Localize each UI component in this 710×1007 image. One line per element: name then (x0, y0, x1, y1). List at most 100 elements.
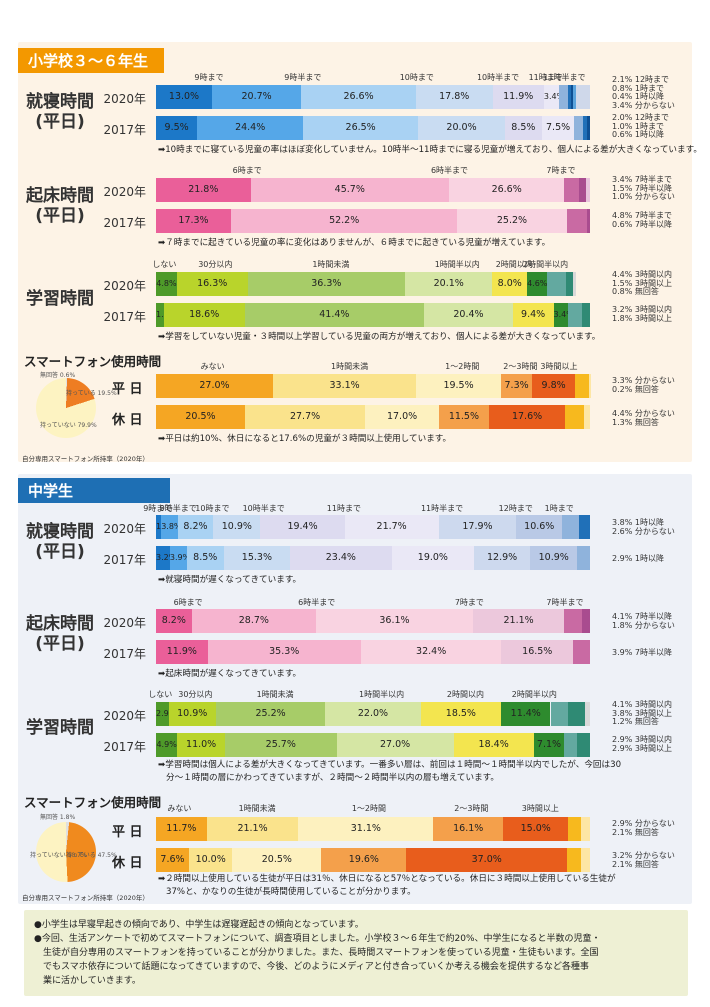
jh-phone-weekday-bar-extra-0 (568, 817, 581, 841)
elem-phone-holiday-bar-seg-4: 17.6% (488, 405, 566, 429)
jh-study-note-1: 分～１時間の層にかわってきていますが、２時間～２時間半以内の層も増えています。 (166, 773, 500, 783)
jh-study-2020-note-0: 4.1% 3時間以内 (612, 700, 672, 709)
elem-study-tick-0: しない (152, 260, 177, 269)
jh-phone-tick-3: 2～3時間 (454, 804, 489, 813)
jh-bed-tick-5: 11時半まで (420, 504, 464, 513)
jh-bed-2020-bar-seg-4: 19.4% (260, 515, 345, 539)
elem-study-2017-bar-seg-3: 20.4% (424, 303, 513, 327)
jh-bed-2017-bar-seg-5: 19.0% (391, 546, 475, 570)
jh-phone-weekday-note-0: 2.9% 分からない (612, 819, 675, 828)
jh-bed-2020-bar-seg-5: 21.7% (344, 515, 439, 539)
jh-wake-tick-0: 6時まで (173, 598, 203, 607)
elem-study-2020-bar-seg-0: 4.8% (156, 272, 177, 296)
jh-study-tick-1: 30分以内 (178, 690, 213, 699)
elem-bed-tick-1: 9時半まで (284, 73, 322, 82)
jh-study-2020-note-1: 3.8% 3時間以上 (612, 708, 672, 718)
jh-bed-2020-bar-seg-1: 3.8% (161, 515, 182, 539)
jh-study-2017-bar-seg-5: 7.1% (533, 733, 565, 757)
elem-phone-weekday-bar: 27.0% 33.1% 19.5% 7.3% 9.8% (156, 374, 676, 398)
elem-study-2020-bar-seg-1: 16.3% (176, 272, 248, 296)
jh-study-tick-5: 2時間半以内 (511, 690, 557, 699)
elem-bed-2020-bar-extra-3 (573, 85, 576, 109)
elem-study-2017-bar-seg-0: 1.8% (156, 303, 176, 327)
jh-phone-weekday-bar-extra-1 (580, 817, 590, 841)
jh-bed-2017-year: 2017年 (103, 553, 146, 567)
jh-study-tick-2: 1時間未満 (256, 690, 294, 699)
elem-bed-tick-4: 11時まで (528, 73, 563, 82)
elem-phone-tick-2: 1～2時間 (445, 362, 480, 371)
conclusion-line-3: でもスマホ依存について話題になってきていますので、今後、どのようにメディアと付き… (34, 962, 589, 972)
elem-bed-2020-bar-extra-4 (575, 85, 591, 109)
jh-study-2017-bar-extra-1 (576, 733, 590, 757)
jh-study-2017-bar-extra-0 (564, 733, 577, 757)
elem-wake-2020-bar-seg-2: 26.6% (448, 178, 565, 202)
elem-study-2020-bar-seg-5: 4.6% (527, 272, 547, 296)
elem-phone-weekday-bar-seg-1: 33.1% (272, 374, 417, 398)
jh-phone-holiday-note-1: 2.1% 無回答 (612, 859, 659, 869)
jh-bed-2017-bar-extra-0 (577, 546, 590, 570)
elem-pie-label-2: 持っていない 79.9% (40, 422, 97, 429)
jh-study-2020-bar-extra-0 (550, 702, 569, 726)
jh-phone-weekday-bar: 11.7% 21.1% 31.1% 16.1% 15.0% (156, 817, 676, 841)
jh-phone-tick-0: みない (167, 804, 192, 813)
jh-pie-label-1: 持っている 47.5% (66, 852, 117, 859)
jh-wake-note: ➡起床時間が遅くなってきています。 (158, 669, 302, 679)
jh-wake-2020-bar-extra-0 (564, 609, 583, 633)
jh-study-note-0: ➡学習時間は個人による差が大きくなってきています。一番多い層は、前回は１時間～１… (158, 760, 622, 770)
elem-wake-2020-note-0: 3.4% 7時半まで (612, 175, 672, 184)
jh-phone-weekday-bar-seg-4: 15.0% (503, 817, 569, 841)
jh-wake-2017-year: 2017年 (103, 647, 146, 661)
conclusion-line-4: 業に活かしていきます。 (34, 976, 141, 986)
jh-phone-weekday-label: 平 日 (112, 825, 143, 840)
elem-phone-holiday-label: 休 日 (112, 413, 143, 428)
elem-bed-2017-bar-seg-0: 9.5% (156, 116, 198, 140)
jh-study-2020-bar-seg-4: 18.5% (420, 702, 502, 726)
elem-bed-2020-note-2: 0.4% 1時以降 (612, 92, 664, 101)
jh-study-2017-bar-seg-1: 11.0% (177, 733, 225, 757)
elem-bed-2020-bar-seg-0: 13.0% (156, 85, 213, 109)
jh-wake-2017-bar-seg-0: 11.9% (156, 640, 208, 664)
elem-pie-chart (36, 378, 96, 438)
elem-phone-holiday-bar-seg-3: 11.5% (438, 405, 489, 429)
elem-bed-2020-bar-seg-1: 20.7% (212, 85, 302, 109)
jh-wake-2017-bar-seg-2: 32.4% (360, 640, 502, 664)
jh-phone-title: スマートフォン使用時間 (24, 795, 162, 810)
jh-phone-holiday-bar-extra-1 (580, 848, 590, 872)
jh-bed-2017-bar: 3.2% 3.9% 8.5% 15.3% 23.4% 19.0% 12.9% 10.9% (156, 546, 676, 570)
elem-phone-weekday-bar-seg-4: 9.8% (532, 374, 575, 398)
elem-wake-2017-bar-seg-2: 25.2% (457, 209, 567, 233)
jh-study-2017-year: 2017年 (103, 740, 146, 754)
elem-phone-tick-3: 2～3時間 (503, 362, 538, 371)
elem-wake-2020-bar-extra-1 (579, 178, 586, 202)
jh-wake-2020-note-1: 1.8% 分からない (612, 620, 675, 630)
jh-wake-2020-bar-extra-1 (582, 609, 590, 633)
jh-bed-2017-bar-seg-4: 23.4% (290, 546, 392, 570)
elem-phone-weekday-note-1: 0.2% 無回答 (612, 384, 659, 394)
elem-pie-label-0: 無回答 0.6% (40, 372, 76, 379)
jh-bed-2017-bar-seg-2: 8.5% (186, 546, 224, 570)
elem-bed-2020-bar-extra-2 (571, 85, 574, 109)
elem-study-2017-bar-seg-1: 18.6% (163, 303, 245, 327)
jh-bed-2020-note-1: 2.6% 分からない (612, 526, 675, 536)
elem-bed-2017-bar-extra-0 (574, 116, 584, 140)
jh-wake-2020-year: 2020年 (103, 616, 146, 630)
elem-study-2020-bar-extra-1 (566, 272, 573, 296)
elem-bedtime-label: 就寝時間 (平日) (26, 92, 94, 132)
elem-phone-holiday-bar-extra-0 (565, 405, 585, 429)
elem-phone-weekday-bar-extra-0 (574, 374, 590, 398)
elem-bed-2020-bar: 13.0% 20.7% 26.6% 17.8% 11.9% 3.4% (156, 85, 676, 109)
jh-bed-tick-6: 12時まで (498, 504, 533, 513)
elem-study-2017-bar-extra-1 (582, 303, 590, 327)
jh-pie-label-0: 無回答 1.8% (40, 814, 76, 821)
elem-wake-2017-bar-extra-0 (566, 209, 588, 233)
elem-wake-label: 起床時間 (平日) (26, 186, 94, 226)
jh-wake-tick-3: 7時半まで (546, 598, 584, 607)
elem-study-2017-bar-extra-0 (568, 303, 583, 327)
elem-phone-holiday-bar: 20.5% 27.7% 17.0% 11.5% 17.6% (156, 405, 676, 429)
elem-bed-2020-bar-seg-5: 3.4% (543, 85, 564, 109)
elem-pie-caption: 自分専用スマートフォン所持率（2020年） (22, 455, 149, 463)
elem-wake-2017-note-0: 4.8% 7時半まで (612, 211, 672, 220)
elem-bed-2017-bar-seg-3: 20.0% (418, 116, 505, 140)
jh-phone-holiday-bar-seg-4: 37.0% (406, 848, 567, 872)
jh-study-2017-bar-seg-3: 27.0% (336, 733, 454, 757)
